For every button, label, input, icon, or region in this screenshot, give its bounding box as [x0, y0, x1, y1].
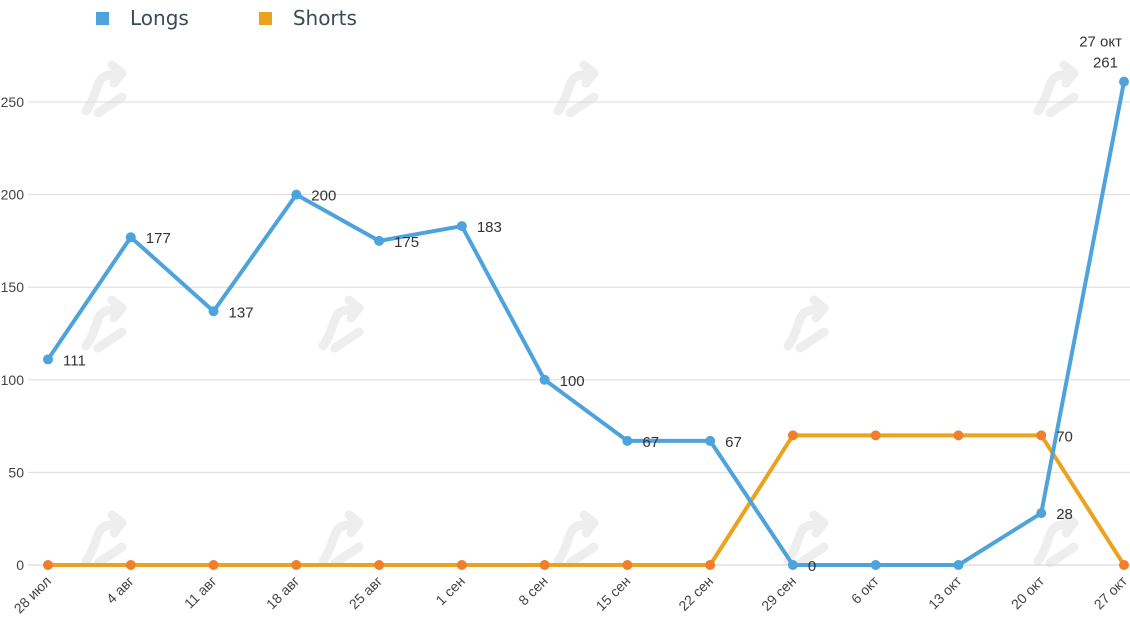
watermark-logo — [318, 510, 364, 568]
x-tick-label: 13 окт — [925, 572, 965, 612]
data-point-longs — [43, 354, 53, 365]
x-tick-label: 15 сен — [593, 573, 634, 614]
y-tick-label: 150 — [1, 279, 25, 295]
legend-item-shorts[interactable]: Shorts — [258, 6, 357, 30]
data-label-longs: 261 — [1093, 55, 1118, 72]
data-label-longs: 67 — [725, 434, 742, 451]
x-axis: 28 июл 4 авг 11 авг 18 авг 25 авг 1 сен 8 сен 1… — [11, 572, 1130, 616]
y-tick-label: 250 — [1, 94, 25, 110]
grid-lines — [28, 101, 1130, 566]
y-tick-label: 0 — [16, 557, 24, 573]
x-tick-label: 8 сен — [515, 573, 550, 608]
x-tick-label: 28 июл — [11, 573, 55, 617]
data-label-longs: 111 — [63, 352, 86, 369]
data-point-longs — [787, 560, 798, 570]
x-tick-label: 4 авг — [103, 573, 137, 607]
y-axis: 0 50 100 150 200 250 — [1, 94, 25, 573]
watermark-logo — [783, 510, 829, 568]
data-label-longs: 137 — [229, 304, 254, 321]
data-point-longs — [953, 560, 964, 570]
annotation-label: 27 окт — [1079, 34, 1122, 51]
data-label-longs: 183 — [477, 219, 502, 236]
watermark-logo — [783, 295, 829, 353]
data-label-longs: 175 — [394, 234, 419, 251]
x-tick-label: 18 авг — [263, 573, 302, 612]
watermark-logo — [1033, 60, 1079, 118]
data-point-longs — [539, 374, 550, 385]
legend-item-longs[interactable]: Longs — [96, 6, 189, 30]
y-tick-label: 100 — [1, 372, 25, 388]
data-point-longs — [705, 435, 716, 446]
watermark-logo — [81, 510, 127, 568]
series-line-shorts — [46, 433, 1126, 567]
x-tick-label: 6 окт — [848, 572, 882, 606]
data-point-shorts — [539, 560, 550, 570]
y-tick-label: 50 — [8, 464, 24, 480]
data-label-longs: 67 — [642, 434, 659, 451]
watermark-logo — [553, 60, 599, 118]
data-label-longs: 200 — [311, 188, 336, 205]
watermark-logo — [553, 510, 599, 568]
data-point-shorts — [870, 430, 881, 441]
data-point-shorts — [374, 560, 385, 570]
data-point-longs — [291, 189, 302, 200]
legend-label-longs: Longs — [130, 6, 189, 30]
data-point-longs — [870, 560, 881, 570]
legend-swatch-longs — [96, 11, 109, 25]
data-point-shorts — [953, 430, 964, 441]
y-tick-label: 200 — [1, 187, 25, 203]
series-line-longs — [46, 79, 1126, 567]
x-tick-label: 27 окт — [1091, 572, 1130, 612]
data-point-longs — [1036, 508, 1047, 519]
x-tick-label: 29 сен — [758, 573, 799, 614]
data-label-longs: 100 — [560, 373, 585, 390]
watermark-layer — [81, 60, 1079, 568]
data-point-shorts — [705, 560, 716, 570]
data-point-shorts — [43, 560, 53, 570]
x-tick-label: 25 авг — [346, 573, 385, 612]
data-point-shorts — [787, 430, 798, 441]
watermark-logo — [81, 295, 127, 353]
legend-label-shorts: Shorts — [292, 6, 357, 30]
data-label-shorts: 70 — [1056, 428, 1073, 445]
series-lines — [46, 79, 1126, 567]
data-point-longs — [456, 221, 467, 232]
data-point-shorts — [125, 560, 136, 570]
data-labels: 111 177 137 200 175 183 100 67 67 0 28 261 70 27 окт — [63, 34, 1122, 575]
data-point-longs — [374, 235, 385, 246]
data-label-longs: 0 — [808, 558, 816, 575]
data-label-longs: 177 — [146, 230, 171, 247]
data-point-longs — [622, 435, 633, 446]
x-tick-label: 11 авг — [181, 573, 220, 612]
data-point-shorts — [208, 560, 219, 570]
x-tick-label: 20 окт — [1008, 572, 1048, 612]
data-point-shorts — [456, 560, 467, 570]
legend: Longs Shorts — [96, 6, 357, 30]
data-point-longs — [1119, 76, 1129, 87]
x-tick-label: 22 сен — [675, 573, 716, 614]
watermark-logo — [81, 60, 127, 118]
data-point-shorts — [1119, 560, 1129, 570]
data-point-longs — [125, 232, 136, 243]
data-point-shorts — [622, 560, 633, 570]
watermark-logo — [318, 295, 364, 353]
legend-swatch-shorts — [258, 11, 272, 25]
data-point-shorts — [1036, 430, 1047, 441]
x-tick-label: 1 сен — [432, 573, 467, 608]
series-points — [43, 76, 1129, 570]
data-point-shorts — [291, 560, 302, 570]
data-point-longs — [208, 306, 219, 317]
data-label-longs: 28 — [1056, 506, 1073, 523]
watermark-logo — [1033, 510, 1079, 568]
